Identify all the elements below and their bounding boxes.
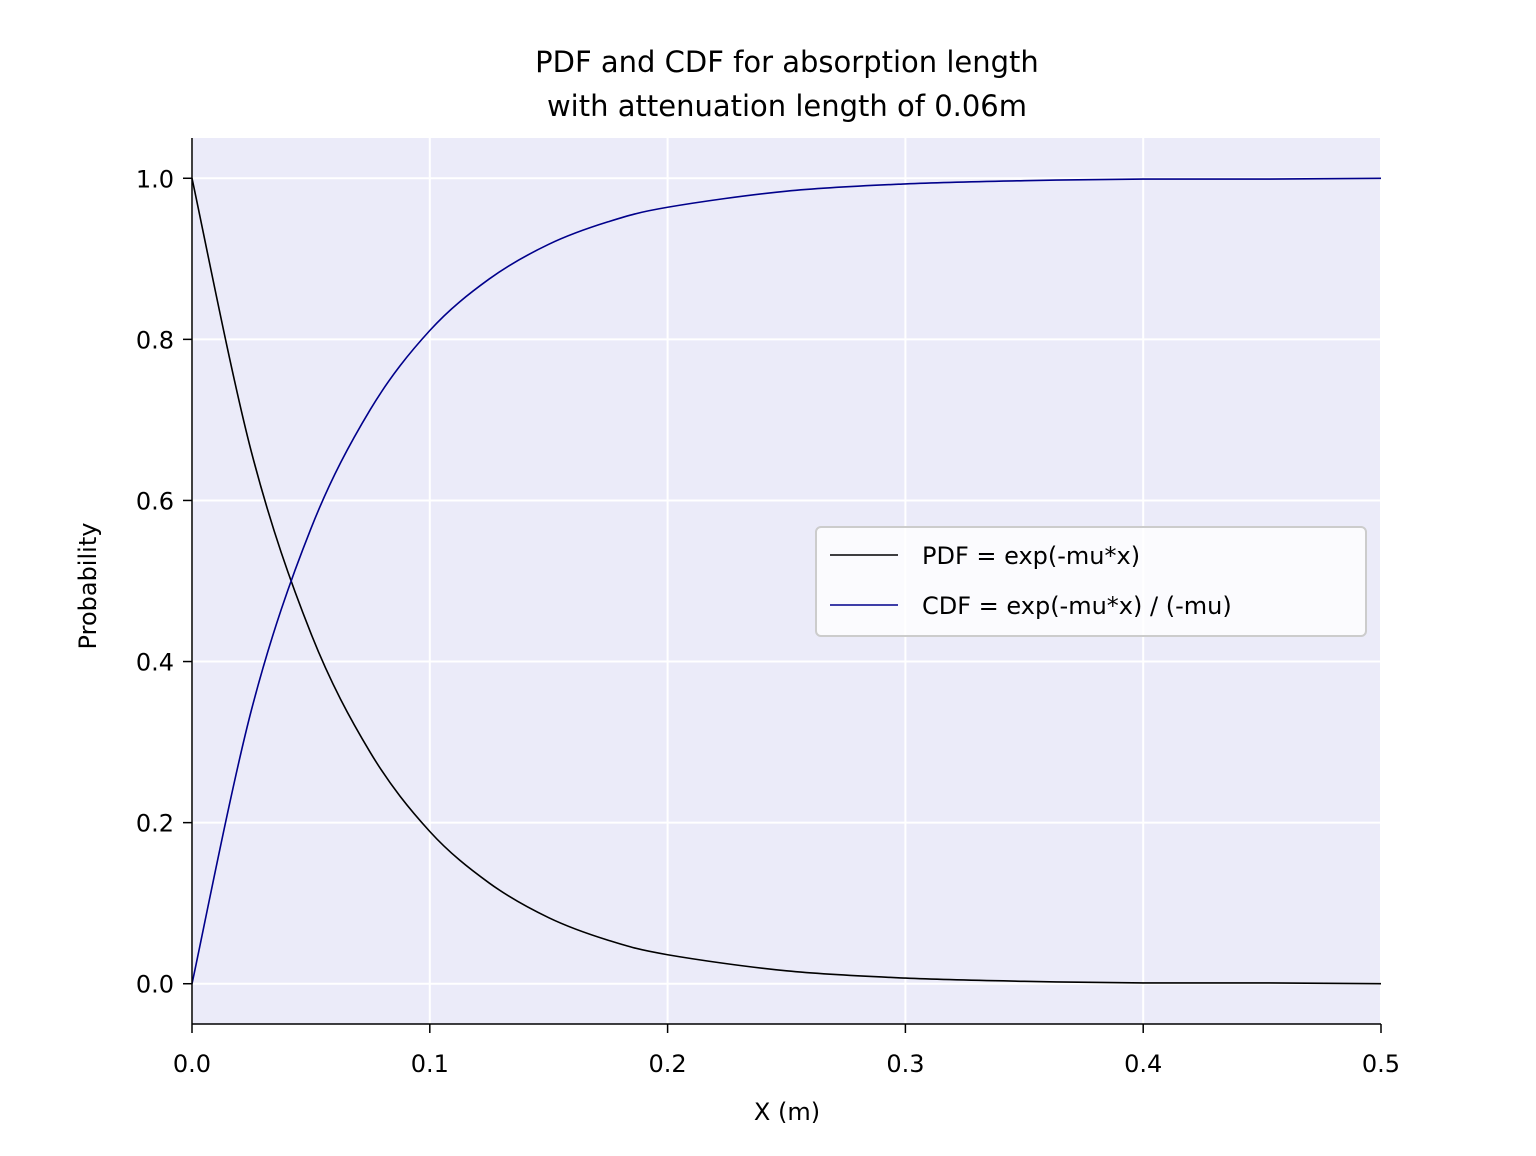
y-tick-label: 0.6 bbox=[136, 487, 174, 515]
x-tick-label: 0.4 bbox=[1124, 1050, 1162, 1078]
chart-subtitle: with attenuation length of 0.06m bbox=[547, 89, 1027, 123]
x-tick-label: 0.2 bbox=[649, 1050, 687, 1078]
y-tick-label: 0.8 bbox=[136, 326, 174, 354]
x-tick-label: 0.5 bbox=[1362, 1050, 1400, 1078]
y-axis-label: Probability bbox=[74, 523, 102, 650]
series-line-0 bbox=[191, 178, 1382, 985]
x-axis-label: X (m) bbox=[754, 1098, 820, 1126]
x-tick-label: 0.0 bbox=[173, 1050, 211, 1078]
ticks-group: 0.0 0.1 0.2 0.3 0.4 0.5 0.0 0.2 0.4 0.6 0.8 1.0 bbox=[136, 165, 1400, 1078]
y-tick-label: 0.4 bbox=[136, 649, 174, 677]
legend: PDF = exp(-mu*x) CDF = exp(-mu*x) / (-mu) bbox=[815, 526, 1367, 637]
series-group bbox=[191, 177, 1382, 985]
y-tick-label: 0.0 bbox=[136, 971, 174, 999]
chart-title: PDF and CDF for absorption length bbox=[535, 45, 1039, 79]
y-tick-label: 1.0 bbox=[136, 165, 174, 193]
x-tick-label: 0.1 bbox=[411, 1050, 449, 1078]
legend-box bbox=[815, 526, 1367, 637]
legend-label-1: CDF = exp(-mu*x) / (-mu) bbox=[922, 592, 1232, 620]
grid-group bbox=[191, 138, 1382, 1024]
series-line-1 bbox=[191, 177, 1382, 984]
axes-group bbox=[191, 138, 1381, 1025]
x-tick-label: 0.3 bbox=[886, 1050, 924, 1078]
y-tick-label: 0.2 bbox=[136, 810, 174, 838]
legend-label-0: PDF = exp(-mu*x) bbox=[922, 542, 1140, 570]
